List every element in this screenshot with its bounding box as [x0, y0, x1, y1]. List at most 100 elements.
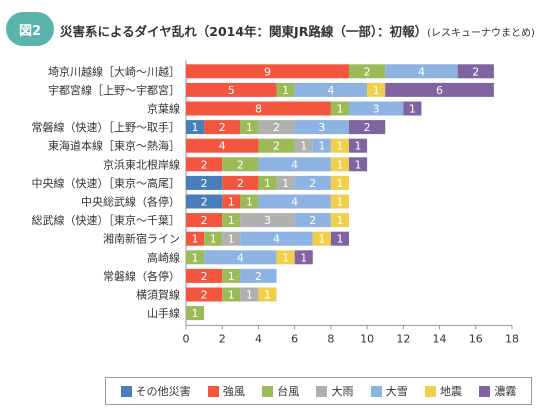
bar-segment: [294, 138, 313, 153]
bar-segment: [330, 231, 349, 246]
x-tick-label: 0: [183, 332, 190, 345]
data-label: 2: [309, 177, 316, 190]
data-label: 1: [336, 140, 343, 153]
bar-segment: [186, 268, 223, 283]
data-label: 1: [336, 196, 343, 209]
bar-segment: [312, 231, 331, 246]
data-label: 4: [418, 65, 425, 78]
data-label: 1: [228, 233, 235, 246]
chart-title: 災害系によるダイヤ乱れ（2014年：関東JR路線（一部）：初報）(レスキューナウ…: [60, 21, 535, 40]
bar-segment: [222, 287, 241, 302]
bar-segment: [330, 213, 349, 228]
bar-segment: [240, 231, 313, 246]
bar-segment: [258, 157, 331, 172]
data-label: 2: [237, 158, 244, 171]
category-label: 湘南新宿ライン: [103, 232, 180, 246]
data-label: 8: [255, 103, 262, 116]
data-label: 4: [291, 158, 298, 171]
data-label: 2: [201, 214, 208, 227]
data-label: 1: [192, 251, 199, 264]
data-label: 1: [336, 233, 343, 246]
legend-swatch: [207, 385, 219, 397]
chart-header: 図2 災害系によるダイヤ乱れ（2014年：関東JR路線（一部）：初報）(レスキュ…: [0, 0, 545, 52]
x-tick-label: 14: [433, 332, 447, 345]
legend-label: その他災害: [135, 385, 191, 398]
bar-segment: [367, 82, 386, 97]
legend-item: 強風: [207, 383, 245, 399]
bar-segment: [186, 175, 223, 190]
bar-segment: [240, 287, 259, 302]
data-label: 5: [228, 84, 235, 97]
x-tick-label: 6: [291, 332, 298, 345]
bar-segment: [330, 157, 349, 172]
bar-segment: [222, 231, 241, 246]
category-label: 横須賀線: [136, 288, 180, 302]
bar-segment: [294, 120, 349, 135]
bar-segment: [186, 306, 205, 321]
data-label: 1: [228, 196, 235, 209]
data-label: 1: [264, 289, 271, 302]
data-label: 3: [373, 103, 380, 116]
bar-segment: [349, 138, 368, 153]
category-label: 高崎線: [147, 250, 180, 264]
data-label: 3: [264, 214, 271, 227]
bar-segment: [222, 157, 259, 172]
legend-item: 地震: [425, 383, 462, 399]
legend-item: 大雪: [370, 383, 408, 399]
bar-segment: [258, 138, 295, 153]
data-label: 2: [201, 270, 208, 283]
category-label: 宇都宮線［上野～宇都宮］: [48, 83, 180, 97]
data-label: 1: [282, 177, 289, 190]
data-label: 1: [373, 84, 380, 97]
data-label: 1: [300, 140, 307, 153]
data-label: 1: [318, 233, 325, 246]
bar-segment: [204, 120, 241, 135]
legend-swatch: [316, 385, 328, 397]
data-label: 2: [273, 140, 280, 153]
data-label: 2: [201, 177, 208, 190]
bar-segment: [330, 175, 349, 190]
data-label: 4: [219, 140, 226, 153]
bar-segment: [294, 213, 331, 228]
bar-segment: [186, 231, 205, 246]
category-label: 中央総武線（各停）: [81, 195, 180, 209]
data-label: 4: [327, 84, 334, 97]
bar-segment: [186, 157, 223, 172]
bar-segment: [186, 194, 223, 209]
bar-segment: [186, 138, 259, 153]
legend-label: 台風: [277, 385, 300, 398]
legend-swatch: [425, 385, 437, 397]
data-label: 3: [318, 121, 325, 134]
bar-segment: [385, 64, 458, 79]
bar-segment: [276, 175, 295, 190]
legend-item: 大雨: [316, 383, 353, 399]
bar-segment: [349, 101, 404, 116]
bar-segment: [312, 138, 331, 153]
bar-segment: [186, 101, 331, 116]
bar-segment: [258, 175, 277, 190]
data-label: 1: [192, 121, 199, 134]
bar-segment: [186, 250, 205, 265]
bar-segment: [330, 138, 349, 153]
bar-segment: [294, 175, 331, 190]
data-label: 1: [282, 84, 289, 97]
bar-segment: [222, 175, 259, 190]
chart-subtitle: (レスキューナウまとめ): [427, 28, 535, 39]
data-label: 1: [300, 251, 307, 264]
data-label: 4: [237, 251, 244, 264]
data-label: 6: [436, 84, 443, 97]
bar-segment: [258, 194, 331, 209]
data-label: 2: [201, 289, 208, 302]
x-tick-label: 18: [505, 332, 519, 345]
data-label: 2: [472, 65, 479, 78]
data-label: 2: [237, 177, 244, 190]
legend-label: 大雪: [385, 385, 408, 398]
legend-label: 濃霧: [494, 385, 517, 398]
data-label: 1: [318, 140, 325, 153]
figure-badge: 図2: [6, 12, 54, 46]
bar-segment: [385, 82, 494, 97]
bar-segment: [294, 250, 313, 265]
bar-segment: [276, 82, 295, 97]
chart-title-main: 災害系によるダイヤ乱れ（2014年：関東JR路線（一部）：初報）: [60, 24, 428, 39]
legend-swatch: [370, 385, 382, 397]
